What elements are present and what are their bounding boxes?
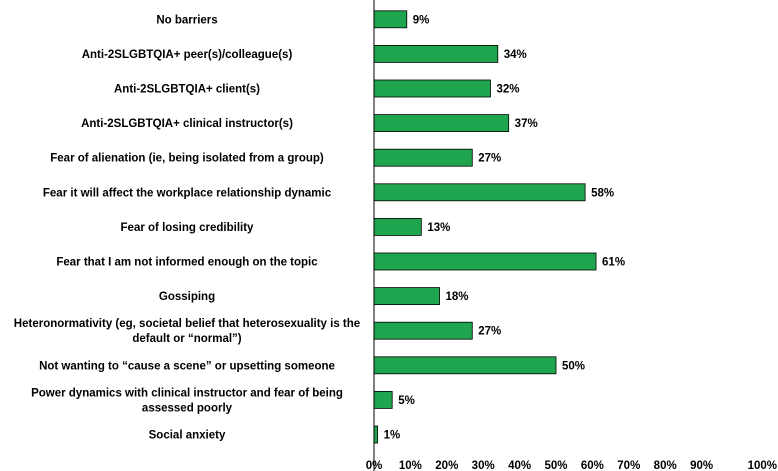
bar	[373, 252, 597, 271]
category-label-line: Anti-2SLGBTQIA+ peer(s)/colleague(s)	[82, 49, 293, 61]
bar-value-label: 9%	[413, 14, 430, 26]
x-tick-label: 80%	[654, 460, 677, 471]
category-label: Anti-2SLGBTQIA+ client(s)	[114, 84, 260, 96]
category-label-line: Anti-2SLGBTQIA+ clinical instructor(s)	[81, 118, 293, 130]
category-label: Fear that I am not informed enough on th…	[56, 257, 318, 269]
bar-value-label: 5%	[398, 395, 415, 407]
bar	[373, 217, 422, 236]
bar	[373, 79, 491, 98]
bar-value-label: 34%	[504, 49, 527, 61]
x-tick-label: 0%	[366, 460, 383, 471]
category-label-line: No barriers	[156, 14, 217, 26]
x-tick-label: 100%	[748, 460, 777, 471]
category-label-line: Heteronormativity (eg, societal belief t…	[14, 318, 360, 330]
bar	[373, 287, 440, 306]
bar-value-label: 27%	[478, 153, 501, 165]
bar	[373, 425, 379, 444]
x-tick-label: 90%	[690, 460, 713, 471]
category-label-line: assessed poorly	[142, 402, 233, 414]
category-label: Not wanting to “cause a scene” or upsett…	[39, 360, 335, 372]
value-labels: 9% 34% 32% 37% 27% 58% 13% 61% 18% 27% 50% 5% 1%	[384, 14, 625, 441]
bar-value-label: 1%	[384, 430, 401, 442]
bar	[373, 114, 510, 132]
bar	[373, 356, 557, 375]
bar-value-label: 50%	[562, 360, 585, 372]
x-tick-label: 40%	[508, 460, 531, 471]
bar-value-label: 37%	[515, 118, 538, 130]
bar-value-label: 27%	[478, 326, 501, 338]
category-label-line: Fear that I am not informed enough on th…	[56, 257, 318, 269]
bar-value-label: 13%	[427, 222, 450, 234]
bar	[373, 183, 586, 202]
category-label: No barriers	[156, 14, 217, 26]
category-labels: No barriers Anti-2SLGBTQIA+ peer(s)/colle…	[14, 14, 360, 441]
category-label: Fear of losing credibility	[121, 222, 255, 234]
bar-value-label: 58%	[591, 187, 614, 199]
category-label-line: Gossiping	[159, 291, 215, 303]
bar-value-label: 32%	[496, 84, 519, 96]
bar	[373, 148, 473, 167]
category-label: Power dynamics with clinical instructor …	[31, 387, 343, 414]
category-label-line: Fear of alienation (ie, being isolated f…	[50, 153, 324, 165]
bar	[373, 321, 473, 340]
category-label: Gossiping	[159, 291, 215, 303]
bar-value-label: 18%	[446, 291, 469, 303]
bar-value-label: 61%	[602, 257, 625, 269]
category-label-line: Fear of losing credibility	[121, 222, 255, 234]
category-label: Fear of alienation (ie, being isolated f…	[50, 153, 324, 165]
category-label: Social anxiety	[149, 430, 226, 442]
bar	[373, 390, 393, 409]
category-label: Anti-2SLGBTQIA+ peer(s)/colleague(s)	[82, 49, 293, 61]
x-tick-label: 10%	[399, 460, 422, 471]
x-tick-label: 60%	[581, 460, 604, 471]
category-label-line: Not wanting to “cause a scene” or upsett…	[39, 360, 335, 372]
x-tick-label: 20%	[435, 460, 458, 471]
category-label-line: Fear it will affect the workplace relati…	[43, 187, 332, 199]
bar	[373, 45, 499, 63]
x-tick-label: 50%	[544, 460, 567, 471]
category-label-line: Anti-2SLGBTQIA+ client(s)	[114, 84, 260, 96]
bar	[373, 10, 408, 29]
category-label-line: Power dynamics with clinical instructor …	[31, 387, 343, 399]
x-tick-label: 70%	[617, 460, 640, 471]
x-tick-label: 30%	[472, 460, 495, 471]
category-label: Fear it will affect the workplace relati…	[43, 187, 332, 199]
category-label: Heteronormativity (eg, societal belief t…	[14, 318, 360, 345]
bars	[373, 10, 597, 444]
x-tick-labels: 0% 10% 20% 30% 40% 50% 60% 70% 80% 90% 100%	[366, 460, 777, 471]
category-label: Anti-2SLGBTQIA+ clinical instructor(s)	[81, 118, 293, 130]
category-label-line: default or “normal”)	[132, 333, 241, 345]
category-label-line: Social anxiety	[149, 430, 226, 442]
